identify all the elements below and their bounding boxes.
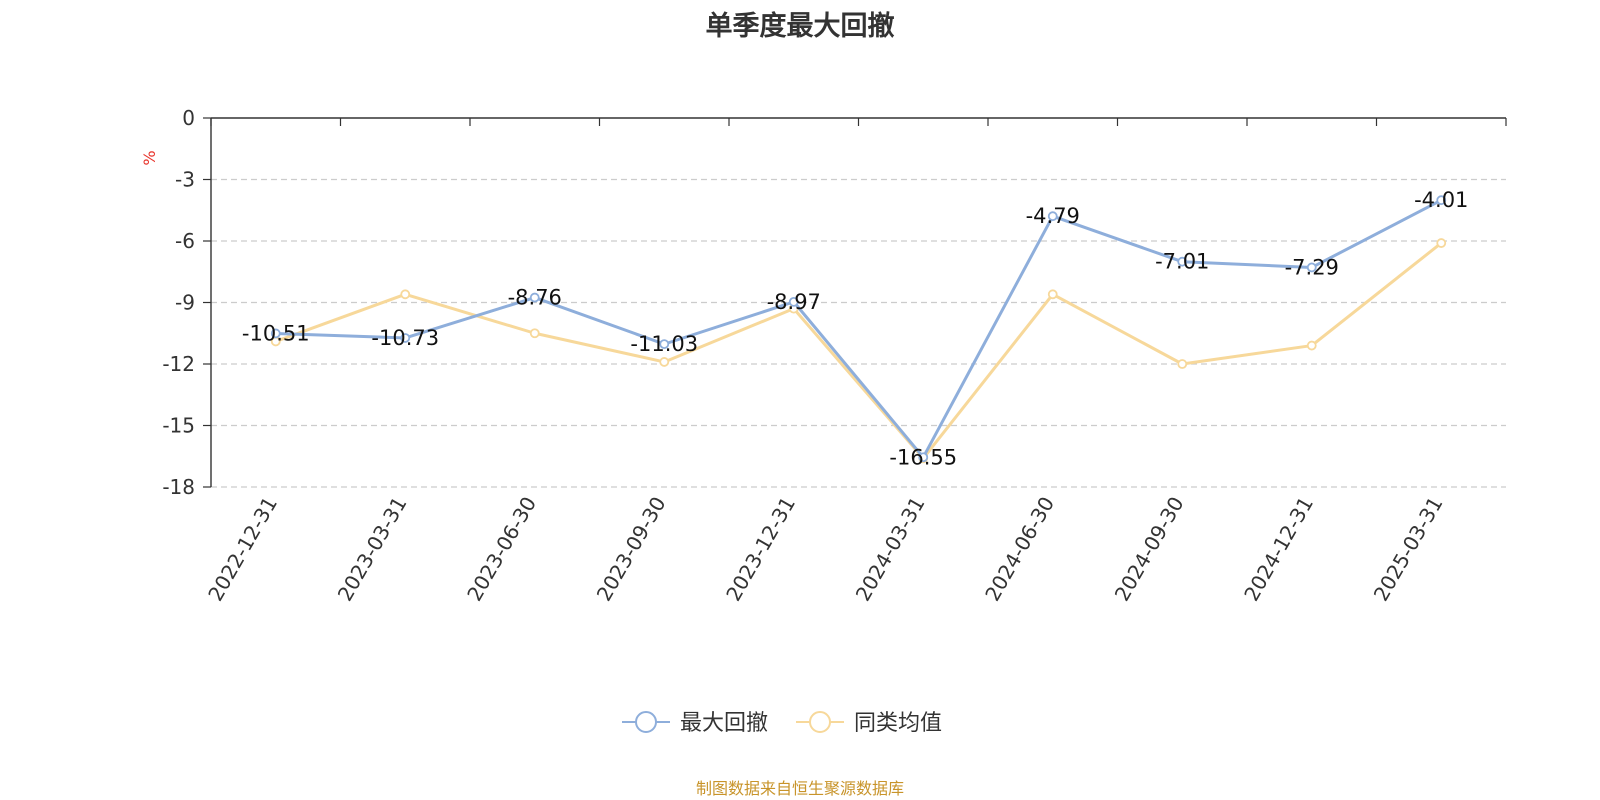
y-tick-label: -3 [175,168,195,192]
data-point [529,328,540,339]
data-label: -8.76 [508,286,562,310]
axes: 0 -3 -6 -9 -12 -15 -18% 2022-12-31 2023-03-31 202… [140,106,1507,606]
data-point [1306,262,1317,273]
legend-marker [809,711,831,733]
x-tick-label: 2024-09-30 [1110,493,1189,606]
x-tick-label: 2023-03-31 [333,493,412,606]
y-tick-label: -9 [175,291,195,315]
x-tick-label: 2022-12-31 [203,493,282,606]
x-tick-label: 2023-09-30 [592,493,671,606]
chart-title: 单季度最大回撤 [705,11,895,42]
legend-label: 最大回撤 [680,711,768,736]
data-label: -7.01 [1155,250,1209,274]
data-point [400,289,411,300]
series-line [275,241,1443,460]
y-tick-label: -18 [162,475,195,499]
x-tick-label: 2024-03-31 [851,493,930,606]
data-point [1177,359,1188,369]
series-line [275,198,1442,459]
x-tick-label: 2023-06-30 [462,493,541,606]
data-point [1306,340,1317,351]
data-point [529,292,540,303]
legend-marker [635,711,657,733]
data-point [788,296,799,307]
data-point [1177,256,1188,267]
data-label: -11.03 [630,332,698,356]
data-point [659,357,670,367]
data-point [918,452,929,463]
y-tick-label: 0 [182,106,195,130]
y-axis-label: % [140,150,159,165]
data-label: -16.55 [889,445,957,469]
data-point [1436,238,1447,248]
y-tick-label: -6 [175,229,195,253]
y-tick-label: -12 [162,352,195,376]
data-label: -10.51 [242,321,310,345]
data-labels: -10.51 -10.73 -8.76 -11.03 -8.97 -16.55 -4.79 -… [242,188,1469,469]
y-tick-label: -15 [162,414,195,438]
data-point [1047,211,1058,222]
series-lines [270,195,1447,464]
data-point [1436,195,1447,206]
data-label: -10.73 [371,326,439,350]
legend-label: 同类均值 [854,711,942,736]
legend: 最大回撤 同类均值 [622,711,942,736]
data-label: -8.97 [767,290,821,314]
data-label: -4.79 [1026,204,1080,228]
data-label: -4.01 [1414,188,1468,212]
x-tick-label: 2024-12-31 [1239,493,1318,606]
x-tick-label: 2024-06-30 [980,493,1059,606]
x-tick-label: 2023-12-31 [721,493,800,606]
data-point [270,328,281,339]
data-point [1047,289,1058,300]
data-label: -7.29 [1285,255,1339,279]
source-note: 制图数据来自恒生聚源数据库 [695,779,904,798]
x-tick-label: 2025-03-31 [1369,493,1448,606]
data-point [659,339,670,350]
grid-lines [211,178,1506,488]
data-point [400,333,411,343]
